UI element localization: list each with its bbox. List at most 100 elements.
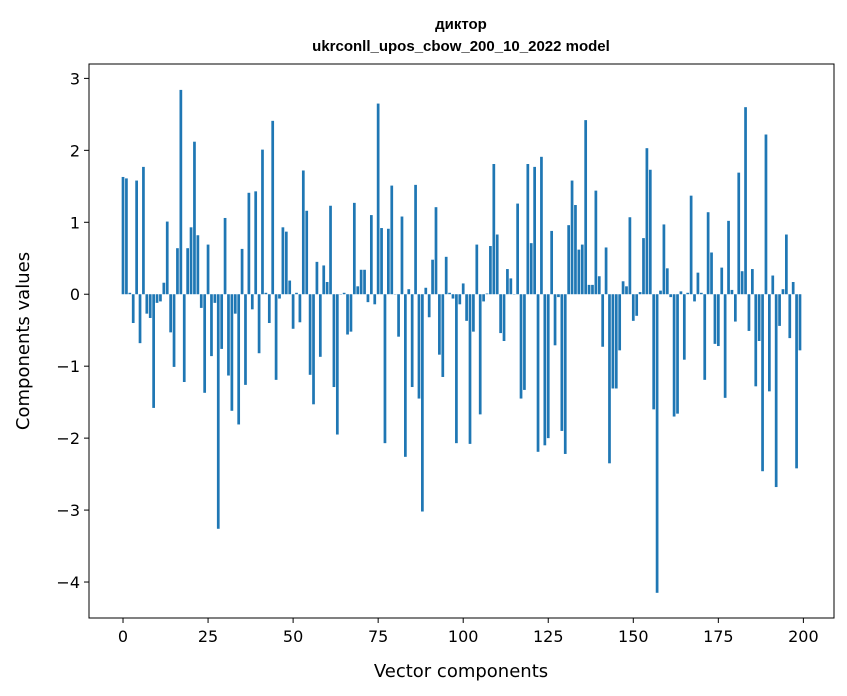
bar-component-68 (352, 202, 356, 295)
bar-component-81 (397, 294, 400, 337)
bar-component-90 (427, 294, 431, 318)
x-tick-label: 175 (703, 627, 734, 646)
bar-component-149 (628, 217, 632, 295)
bar-component-9 (152, 294, 155, 408)
bar-component-54 (305, 210, 309, 295)
bar-component-100 (461, 283, 465, 295)
bar-component-15 (172, 294, 176, 367)
bar-component-91 (431, 259, 434, 295)
bar-component-182 (740, 271, 744, 295)
bar-component-88 (421, 294, 424, 512)
bar-component-69 (356, 286, 360, 295)
bar-component-12 (162, 282, 166, 295)
bar-component-193 (778, 294, 781, 326)
x-tick-label: 0 (118, 627, 128, 646)
bar-component-41 (261, 149, 264, 295)
bar-component-16 (176, 248, 179, 295)
bar-component-55 (308, 294, 312, 375)
bar-component-144 (611, 294, 615, 389)
bar-component-43 (267, 294, 271, 324)
bar-component-7 (145, 294, 149, 314)
bar-component-30 (223, 217, 227, 295)
bar-component-125 (546, 294, 550, 439)
bar-component-11 (159, 294, 162, 302)
bar-component-52 (298, 294, 302, 323)
bar-component-25 (206, 244, 210, 295)
bar-component-116 (516, 203, 519, 295)
bar-component-76 (380, 228, 383, 295)
bar-component-66 (346, 294, 349, 335)
bar-component-45 (274, 294, 278, 380)
y-tick-label: −2 (56, 429, 80, 448)
bar-component-77 (383, 294, 387, 444)
bar-component-185 (751, 269, 754, 295)
bar-component-42 (264, 292, 268, 295)
bar-component-58 (318, 294, 322, 357)
bar-component-111 (499, 294, 502, 334)
bar-component-142 (604, 247, 608, 295)
bar-component-173 (710, 252, 713, 295)
bar-component-35 (240, 248, 244, 295)
bar-component-104 (475, 244, 479, 295)
bar-component-29 (220, 294, 224, 349)
x-tick-label: 50 (283, 627, 303, 646)
bar-component-156 (652, 294, 656, 410)
bar-component-50 (291, 294, 295, 329)
bar-component-175 (716, 294, 720, 347)
bar-component-154 (645, 148, 649, 295)
bar-component-165 (682, 294, 686, 360)
bar-component-99 (458, 294, 462, 305)
bar-component-39 (254, 191, 258, 295)
bar-component-37 (247, 192, 251, 295)
x-tick-label: 100 (448, 627, 479, 646)
bar-component-151 (635, 294, 639, 316)
bar-component-1 (125, 178, 128, 295)
bar-component-84 (407, 289, 411, 295)
bar-component-73 (369, 215, 373, 295)
bar-component-83 (404, 294, 407, 457)
bar-component-4 (135, 180, 138, 295)
bar-component-191 (771, 275, 775, 295)
bar-component-31 (227, 294, 230, 376)
bar-component-98 (455, 294, 458, 444)
y-tick-label: 2 (70, 141, 80, 160)
bar-component-107 (485, 293, 489, 295)
bar-component-36 (244, 294, 247, 385)
y-tick-label: 1 (70, 213, 80, 232)
bar-component-152 (638, 292, 642, 295)
bar-component-71 (363, 269, 366, 295)
bar-component-128 (557, 294, 560, 298)
bar-component-101 (465, 294, 468, 321)
bar-component-56 (312, 294, 315, 405)
bars (121, 89, 802, 593)
bar-component-114 (509, 278, 513, 295)
bar-component-94 (441, 294, 445, 377)
bar-component-178 (727, 220, 730, 295)
bar-component-159 (662, 224, 666, 295)
bar-component-28 (216, 294, 220, 529)
y-axis-ticks: −4 −3 −2 −1 0 1 2 3 (56, 69, 89, 592)
bar-component-27 (213, 294, 217, 303)
bar-component-40 (257, 294, 261, 354)
bar-component-118 (523, 294, 526, 390)
bar-component-24 (203, 294, 207, 393)
bar-component-170 (699, 292, 703, 295)
bar-component-49 (288, 280, 292, 295)
bar-component-38 (250, 294, 254, 310)
bar-component-196 (788, 294, 792, 339)
bar-component-46 (278, 294, 281, 299)
bar-component-136 (584, 120, 588, 295)
bar-component-130 (563, 294, 567, 454)
bar-component-113 (506, 269, 509, 295)
bar-component-120 (529, 243, 533, 295)
bar-component-127 (553, 294, 557, 346)
bar-component-188 (761, 294, 764, 472)
bar-component-57 (315, 261, 319, 295)
y-tick-label: −4 (56, 573, 80, 592)
bar-component-19 (186, 248, 190, 295)
bar-component-97 (451, 294, 455, 299)
bar-component-124 (543, 294, 547, 446)
bar-component-51 (295, 292, 298, 295)
bar-component-34 (237, 294, 241, 425)
bar-component-70 (359, 269, 363, 295)
